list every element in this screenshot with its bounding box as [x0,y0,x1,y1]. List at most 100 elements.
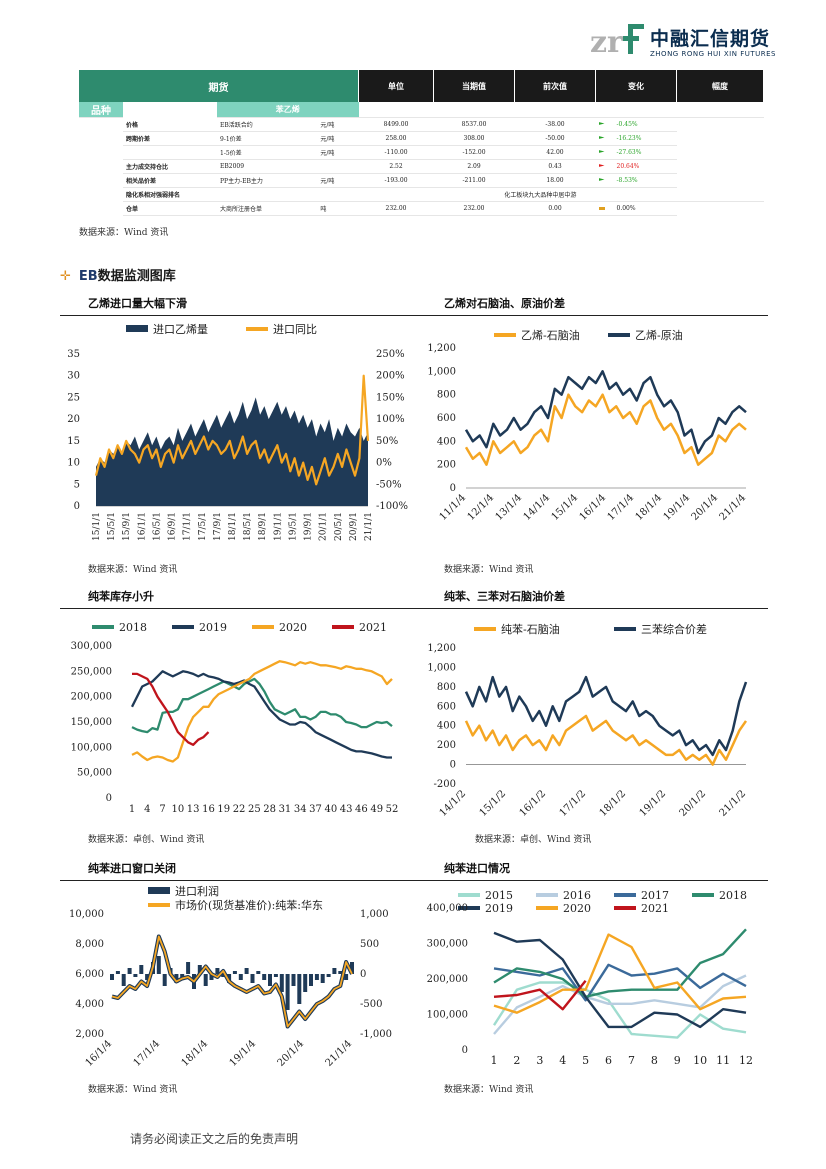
row-item: PP主力-EB主力 [217,173,318,188]
y-right-tick: -1,000 [360,1029,392,1040]
row-current: 232.00 [358,201,434,216]
company-logo: zr 中融汇信期货 ZHONG RONG HUI XIN FUTURES [590,18,780,64]
x-tick: 20/1/4 [276,1038,307,1069]
x-tick: 19/5/1 [288,512,298,541]
x-tick: 21/1/2 [718,788,749,819]
x-tick: 19/1/4 [228,1038,259,1069]
x-tick: 20/1/1 [319,512,329,541]
row-label: 仓单 [123,201,217,216]
y-tick: 400 [437,721,456,732]
y-tick: -200 [434,779,456,790]
profit-bar [209,974,214,980]
x-tick: 16/1/4 [578,492,609,523]
flat-indicator-icon [598,207,605,210]
series-naphtha [464,393,747,466]
profit-bar [162,974,167,986]
series-2021 [493,980,587,1011]
row-pct: -16.23% [595,131,677,146]
y-right-tick: -50% [376,479,402,490]
y-tick: 1,200 [427,343,456,354]
x-tick: 15/5/1 [107,512,117,541]
series-2020 [493,933,747,1014]
row-pct: -0.45% [595,117,677,132]
x-tick: 18/9/1 [258,512,268,541]
disclaimer-footer: 请务必阅读正文之后的免责声明 [130,1132,299,1146]
x-tick: 17/1/4 [606,492,637,523]
x-tick: 18/1/1 [228,512,238,541]
row-change: -50.00 [514,131,596,146]
x-tick: 19/1/1 [273,512,283,541]
x-tick: 16/5/1 [152,512,162,541]
row-item: EB活跃合约 [217,117,318,132]
series-three-benzene [464,675,748,757]
profit-bar [203,974,208,986]
y-left-tick: 4,000 [75,999,104,1010]
section-title: ✛ EB数据监测图库 [60,265,176,284]
x-tick: 15/1/4 [550,492,581,523]
legend-price: 市场价(现货基准价):纯苯:华东 [175,898,323,912]
legend-crude: 乙烯-原油 [635,328,683,342]
x-tick: 49 [370,804,383,815]
x-tick: 13 [187,804,200,815]
series-2016 [493,974,747,1035]
series-yoy [94,374,370,486]
row-unit: 元/吨 [317,145,359,160]
row-unit [317,159,359,174]
y-left-tick: 10 [67,458,80,469]
source-c2: 数据来源：Wind 资讯 [444,565,534,575]
profit-bar [303,974,308,992]
y-left-tick: 20 [67,414,80,425]
x-tick: 21/1/4 [324,1038,355,1069]
chart-ethylene-spread: 乙烯-石脑油 乙烯-原油 0 200 400 600 800 1,000 1,200 11/1/4… [427,328,748,523]
profit-bar [197,965,202,974]
y-right-tick: 500 [360,939,379,950]
row-change: 0.43 [514,159,596,174]
x-tick: 20/9/1 [349,512,359,541]
series-2018 [131,677,393,734]
y-left-tick: 0 [74,501,80,512]
legend-2019: 2019 [199,621,227,634]
y-tick: 100,000 [71,742,112,753]
y-tick: 200,000 [427,974,468,985]
profit-bar [156,956,161,974]
profit-bar [186,962,191,974]
y-right-tick: 0 [360,969,366,980]
row-change: -38.00 [514,117,596,132]
y-right-tick: -100% [376,501,408,512]
row-unit: 吨 [317,201,359,216]
y-tick: 0 [462,1045,468,1056]
y-tick: 300,000 [427,939,468,950]
y-tick: 250,000 [71,666,112,677]
series-crude [464,370,747,455]
legend-2018: 2018 [719,889,747,902]
y-tick: 800 [437,682,456,693]
row-item: EB2009 [217,159,318,174]
x-tick: 19/1/4 [662,492,693,523]
table-row: 价格 EB活跃合约 元/吨 8499.00 8537.00 -38.00 -0.45% [79,117,764,132]
profit-bar [115,971,120,974]
row-merged-note: 化工板块九大品种中居中游 [317,187,764,202]
profit-bar [215,968,220,974]
table-row: 仓单 大商所注册仓单吨 232.00 232.00 0.00 0.00% [79,201,764,216]
x-tick: 16/1/4 [84,1038,115,1069]
x-tick: 9 [674,1054,681,1067]
y-tick: 200 [437,460,456,471]
row-previous: 308.00 [433,131,515,146]
source-c4: 数据来源：卓创、Wind 资讯 [475,835,592,845]
table-row: 1-5价差 元/吨 -110.00 -152.00 42.00 -27.63% [79,145,764,160]
profit-bar [309,974,313,986]
table-subheader-row: 品种 苯乙烯 [79,102,764,118]
x-tick: 18/1/2 [598,788,629,819]
row-item: 9-1价差 [217,131,318,146]
row-label: 主力成交持仓比 [123,159,217,174]
x-tick: 11/1/4 [438,492,469,523]
profit-bar [285,974,290,1010]
x-tick: 11 [716,1054,730,1067]
row-previous: -152.00 [433,145,515,160]
y-tick: 0 [450,760,456,771]
chart-title-6: 纯苯进口情况 [444,862,510,875]
source-c1: 数据来源：Wind 资讯 [88,565,178,575]
y-left-tick: 6,000 [75,969,104,980]
zrf-logo-icon: zr [590,24,644,60]
legend-import-volume-swatch [126,325,148,332]
